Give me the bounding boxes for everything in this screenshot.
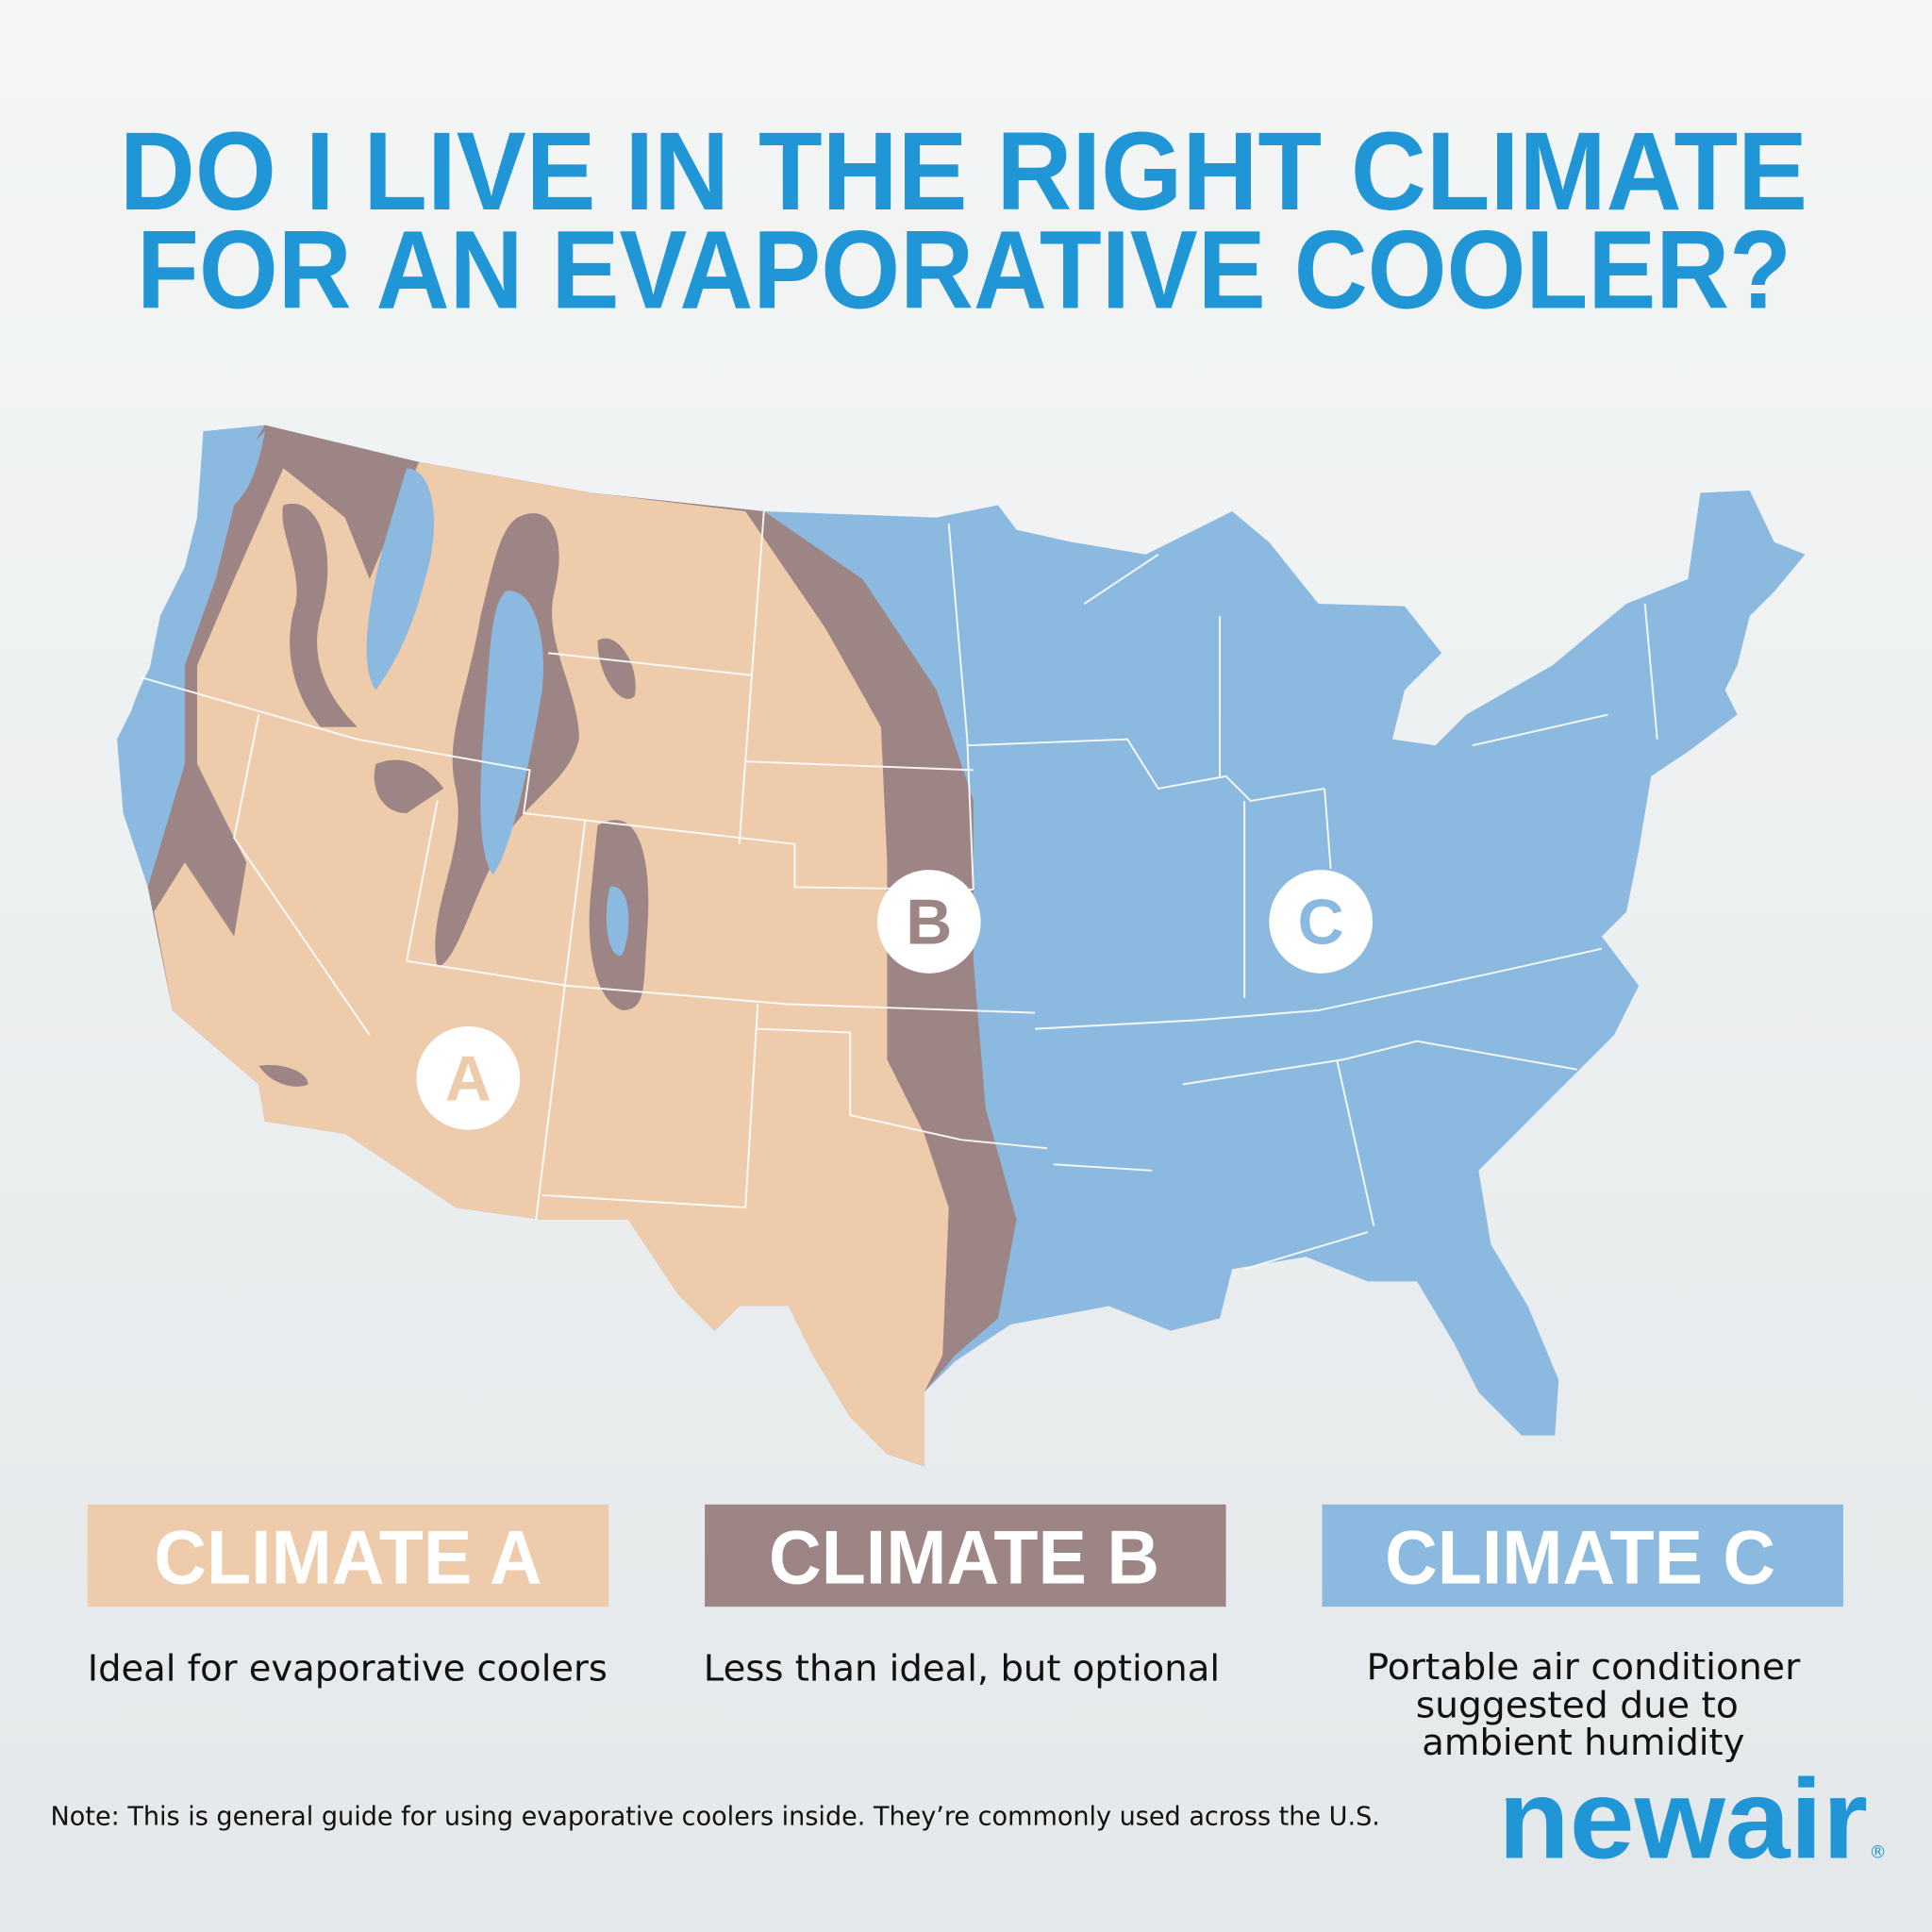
svg-text:®: ®	[1869, 1843, 1886, 1863]
svg-text:C: C	[1298, 887, 1344, 958]
legend-description: Ideal for evaporative coolers	[88, 1648, 608, 1690]
svg-text:B: B	[906, 887, 952, 958]
legend-climate-a: CLIMATE A Ideal for evaporative coolers	[87, 1504, 609, 1690]
legend-description: Portable air conditioner	[1366, 1646, 1800, 1688]
climate-a-region	[154, 461, 949, 1467]
legend-label: CLIMATE B	[769, 1515, 1159, 1600]
title-line-2: FOR AN EVAPORATIVE COOLER?	[137, 208, 1791, 332]
marker-a: A	[416, 1026, 521, 1130]
climate-b-ridge	[597, 638, 636, 699]
legend-description: Less than ideal, but optional	[704, 1648, 1220, 1690]
svg-text:A: A	[445, 1043, 491, 1114]
marker-b: B	[876, 870, 981, 974]
legend-label: CLIMATE A	[154, 1515, 541, 1600]
footnote: Note: This is general guide for using ev…	[51, 1802, 1380, 1831]
climate-c-pocket	[215, 431, 265, 518]
legend-climate-c: CLIMATE C Portable air conditioner sugge…	[1322, 1504, 1843, 1763]
legend-climate-b: CLIMATE B Less than ideal, but optional	[704, 1504, 1226, 1690]
title-line-1: DO I LIVE IN THE RIGHT CLIMATE	[120, 109, 1807, 233]
climate-b-ridge	[282, 503, 358, 727]
climate-c-coast	[123, 641, 185, 863]
climate-c-pocket	[606, 886, 629, 956]
us-climate-map: A B C	[117, 425, 1806, 1467]
marker-c: C	[1269, 870, 1374, 974]
climate-b-ridge	[258, 1064, 308, 1087]
legend-description: suggested due to	[1416, 1685, 1739, 1726]
legend-label: CLIMATE C	[1385, 1515, 1775, 1600]
svg-text:newair: newair	[1498, 1757, 1868, 1883]
climate-c-pocket	[366, 468, 435, 691]
newair-logo: newair ®	[1498, 1757, 1886, 1883]
climate-c-pocket	[480, 591, 543, 875]
legend-description: ambient humidity	[1422, 1722, 1744, 1763]
state-borders	[141, 510, 1658, 1271]
climate-b-ridge	[374, 759, 444, 814]
